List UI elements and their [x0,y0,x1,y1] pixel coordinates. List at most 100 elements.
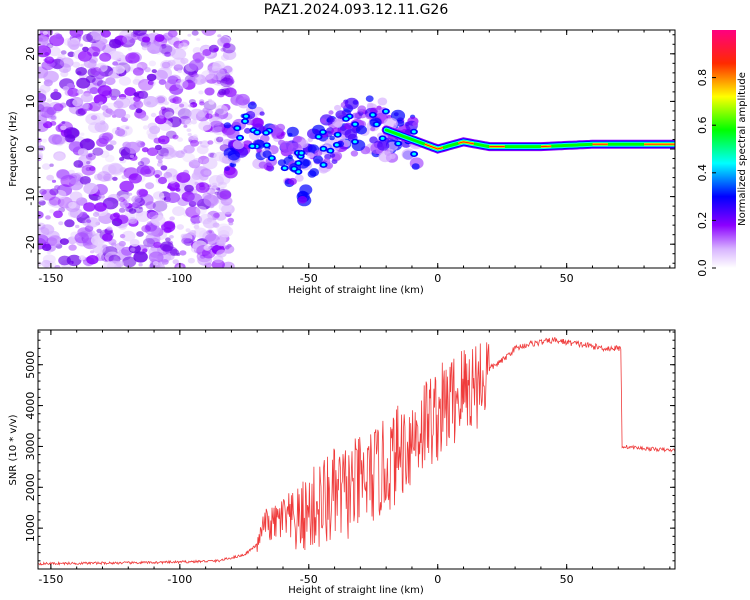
heatmap-noise-blob [202,107,210,113]
heatmap-noise-blob [192,158,203,166]
heatmap-ridge-blob [377,140,390,151]
heatmap-noise-blob [146,42,162,54]
heatmap-ridge-blob [328,110,334,115]
heatmap-noise-blob [156,154,164,161]
heatmap-noise-blob [132,78,141,85]
heatmap-noise-blob [202,217,217,229]
heatmap-noise-blob [192,47,202,54]
heatmap-noise-blob [43,121,53,129]
heatmap-noise-blob [154,115,167,125]
heatmap-noise-blob [38,227,50,237]
heatmap-noise-blob [94,102,100,107]
heatmap-hotspot-core [235,126,240,130]
heatmap-hotspot-core [334,143,339,147]
heatmap-noise-blob [94,238,105,247]
heatmap-noise-blob [207,61,220,72]
heatmap-ridge-blob [351,112,360,119]
heatmap-noise-blob [220,77,234,88]
heatmap-noise-blob [60,50,67,55]
x-tick-label: 0 [434,573,441,586]
heatmap-noise-blob [143,96,159,108]
heatmap-noise-blob [82,46,89,52]
heatmap-noise-blob [185,206,201,218]
heatmap-ridge-blob [260,134,270,143]
heatmap-noise-blob [79,176,91,185]
heatmap-noise-blob [60,70,69,78]
heatmap-hotspot-core [328,149,333,153]
heatmap-noise-blob [204,87,215,96]
heatmap-noise-blob [137,161,145,167]
heatmap-noise-blob [80,93,93,103]
heatmap-noise-blob [194,223,199,227]
colorbar: 0.0 0.2 0.4 0.6 0.8 Normalized spectral ampl… [696,30,748,277]
heatmap-noise-blob [165,237,171,242]
heatmap-noise-blob [41,259,52,268]
heatmap-noise-blob [51,179,57,183]
snr-xlabel: Height of straight line (km) [288,585,424,596]
x-tick-label: -100 [167,573,192,586]
heatmap-noise-blob [109,38,122,49]
heatmap-noise-blob [182,152,195,163]
heatmap-noise-blob [189,59,204,71]
heatmap-noise-blob [46,42,54,49]
heatmap-noise-blob [158,79,167,85]
heatmap-noise-blob [46,98,53,103]
heatmap-noise-blob [115,128,126,137]
heatmap-ridge-blob [329,153,336,158]
heatmap-noise-blob [145,232,161,245]
heatmap-ridge-blob [235,93,250,106]
heatmap-noise-blob [161,259,169,265]
y-tick-label: 5000 [24,351,37,379]
heatmap-noise-blob [118,208,125,213]
heatmap-hotspot-core [321,163,326,167]
heatmap-noise-blob [100,30,111,38]
x-tick-label: -150 [38,573,63,586]
heatmap-noise-blob [200,168,212,178]
heatmap-ridge-blob [286,126,299,137]
heatmap-noise-blob [87,153,93,158]
heatmap-noise-blob [163,152,169,157]
heatmap-noise-blob [221,76,228,82]
heatmap-noise-blob [72,61,81,68]
heatmap-ridge-blob [411,163,420,170]
heatmap-noise-blob [124,87,136,97]
y-tick-label: 3000 [24,432,37,460]
spectrogram-ylabel: Frequency (Hz) [8,111,19,187]
heatmap-noise-blob [38,195,45,202]
heatmap-hotspot-core [264,131,269,135]
heatmap-noise-blob [93,94,108,105]
heatmap-noise-blob [95,35,106,44]
heatmap-noise-blob [111,73,117,78]
heatmap-noise-blob [151,69,157,74]
heatmap-hotspot-core [353,122,358,126]
y-tick-label: 10 [24,94,37,108]
heatmap-noise-blob [81,103,90,110]
heatmap-noise-blob [54,265,61,268]
heatmap-noise-blob [72,98,82,107]
heatmap-noise-blob [113,65,126,74]
heatmap-hotspot-core [412,152,417,156]
heatmap-noise-blob [118,76,131,86]
heatmap-noise-blob [145,182,155,190]
heatmap-noise-blob [156,96,166,104]
heatmap-noise-blob [118,194,131,204]
heatmap-noise-blob [196,38,201,42]
heatmap-noise-blob [44,56,55,64]
colorbar-tick-label: 0.6 [696,116,709,134]
heatmap-noise-blob [58,221,64,226]
heatmap-noise-blob [136,164,150,175]
heatmap-ridge-blob [271,127,282,136]
heatmap-noise-blob [183,144,195,154]
heatmap-noise-blob [81,158,93,167]
heatmap-noise-blob [198,155,210,165]
y-tick-label: 20 [24,47,37,61]
heatmap-noise-blob [158,108,171,118]
heatmap-noise-blob [46,174,54,181]
heatmap-noise-blob [149,125,161,135]
heatmap-noise-blob [175,78,182,84]
heatmap-ridge-blob [297,196,308,204]
heatmap-noise-blob [169,150,179,158]
heatmap-noise-blob [90,115,98,121]
heatmap-noise-blob [160,241,174,252]
heatmap-noise-blob [172,134,179,140]
